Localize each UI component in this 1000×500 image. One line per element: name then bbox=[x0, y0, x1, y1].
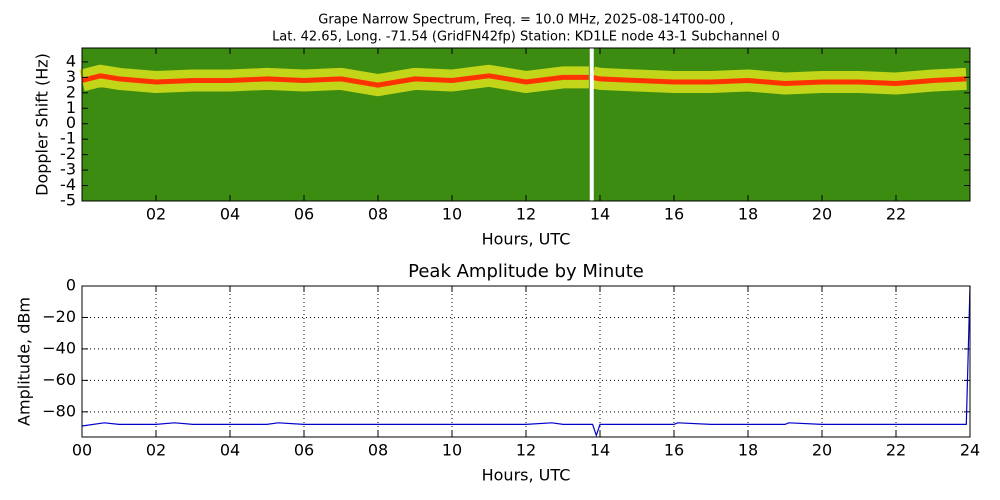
x-tick-label: 02 bbox=[146, 205, 166, 224]
y-tick-label: -2 bbox=[60, 144, 76, 163]
y-tick-label: -1 bbox=[60, 129, 76, 148]
x-tick-label: 04 bbox=[220, 441, 240, 460]
x-tick-label: 12 bbox=[516, 441, 536, 460]
y-tick-label: 1 bbox=[66, 98, 76, 117]
line-series bbox=[81, 285, 971, 438]
x-tick-label: 14 bbox=[590, 441, 610, 460]
x-tick-label: 24 bbox=[960, 441, 980, 460]
y-tick-label: −80 bbox=[42, 401, 76, 420]
chart-title: Lat. 42.65, Long. -71.54 (GridFN42fp) St… bbox=[272, 30, 780, 45]
y-axis-label: Amplitude, dBm bbox=[15, 297, 34, 426]
x-tick-label: 14 bbox=[590, 205, 610, 224]
x-tick-label: 08 bbox=[368, 205, 388, 224]
y-tick-label: -4 bbox=[60, 175, 76, 194]
x-tick-label: 20 bbox=[812, 205, 832, 224]
signal-trace bbox=[81, 73, 967, 88]
x-tick-label: 06 bbox=[294, 205, 314, 224]
plot-frame bbox=[81, 47, 971, 202]
y-tick-label: −60 bbox=[42, 370, 76, 389]
y-tick-label: 4 bbox=[66, 51, 76, 70]
y-tick-label: 2 bbox=[66, 82, 76, 101]
x-tick-label: 00 bbox=[72, 441, 92, 460]
y-tick-label: −20 bbox=[42, 307, 76, 326]
x-tick-label: 10 bbox=[442, 441, 462, 460]
data-gap bbox=[589, 48, 594, 201]
chart-title: Peak Amplitude by Minute bbox=[408, 261, 644, 282]
x-tick-label: 08 bbox=[368, 441, 388, 460]
x-tick-label: 06 bbox=[294, 441, 314, 460]
x-axis-label: Hours, UTC bbox=[482, 466, 571, 485]
y-axis-label: Doppler Shift (Hz) bbox=[33, 53, 52, 196]
x-tick-label: 18 bbox=[738, 205, 758, 224]
x-axis-label: Hours, UTC bbox=[482, 230, 571, 249]
y-tick-label: -3 bbox=[60, 160, 76, 179]
x-tick-label: 02 bbox=[146, 441, 166, 460]
y-tick-label: -5 bbox=[60, 191, 76, 210]
x-tick-label: 22 bbox=[886, 441, 906, 460]
y-tick-label: 3 bbox=[66, 67, 76, 86]
x-tick-label: 16 bbox=[664, 441, 684, 460]
x-tick-label: 20 bbox=[812, 441, 832, 460]
y-tick-label: 0 bbox=[66, 276, 76, 295]
chart-title: Grape Narrow Spectrum, Freq. = 10.0 MHz,… bbox=[318, 13, 733, 28]
plot-frame bbox=[81, 285, 971, 438]
x-tick-label: 10 bbox=[442, 205, 462, 224]
x-tick-label: 16 bbox=[664, 205, 684, 224]
y-tick-label: −40 bbox=[42, 338, 76, 357]
x-tick-label: 22 bbox=[886, 205, 906, 224]
x-tick-label: 18 bbox=[738, 441, 758, 460]
x-tick-label: 12 bbox=[516, 205, 536, 224]
x-tick-label: 04 bbox=[220, 205, 240, 224]
y-tick-label: 0 bbox=[66, 113, 76, 132]
